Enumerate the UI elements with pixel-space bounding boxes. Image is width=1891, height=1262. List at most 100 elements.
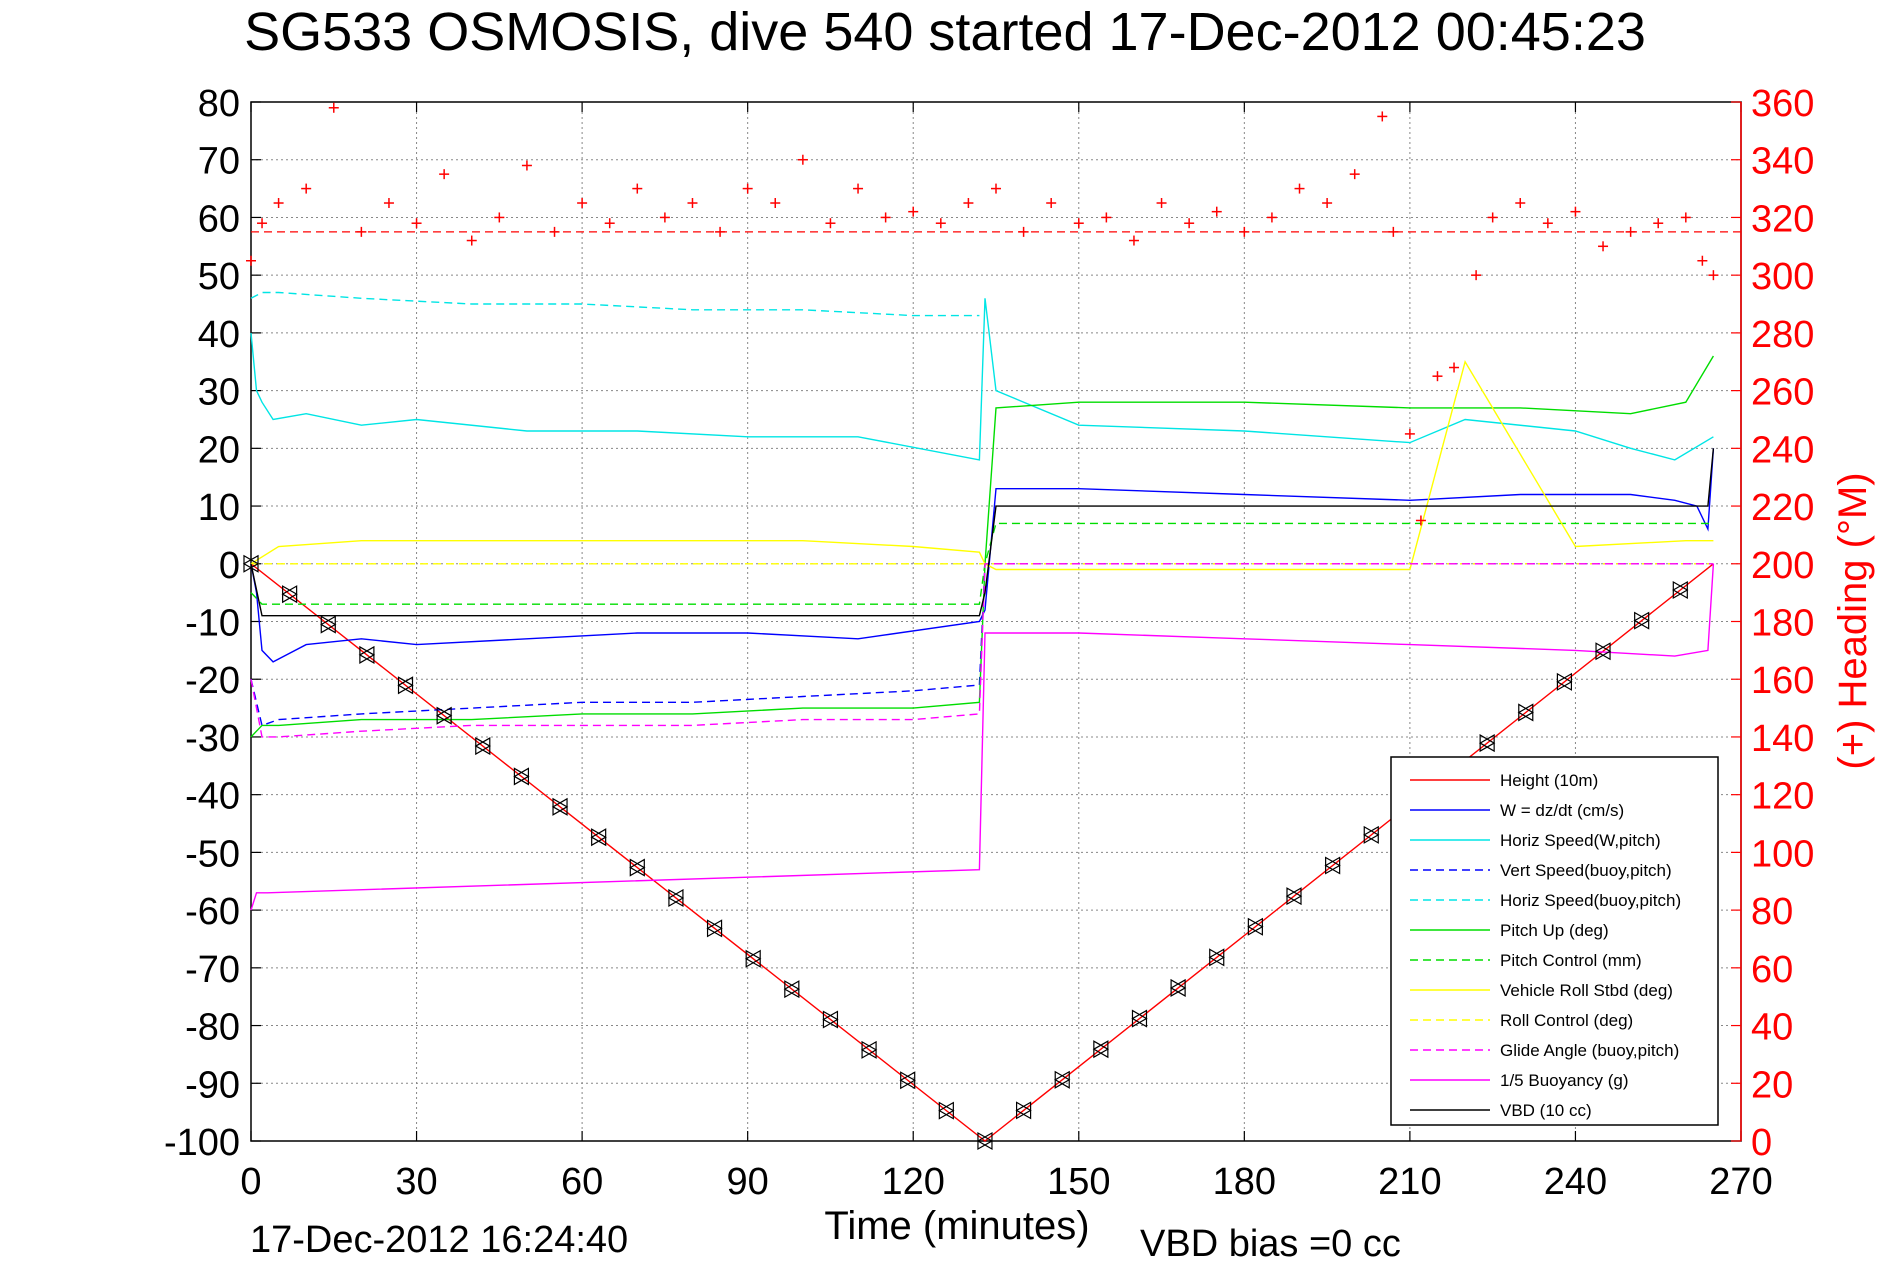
heading-marker <box>604 218 615 229</box>
heading-marker <box>328 102 339 113</box>
height-marker <box>744 949 762 968</box>
x-tick-label: 90 <box>727 1161 769 1203</box>
height-marker <box>1556 672 1573 691</box>
series-line-2 <box>250 298 1714 461</box>
y2-tick-label: 280 <box>1751 314 1814 356</box>
height-marker <box>435 706 453 725</box>
heading-marker <box>383 198 394 209</box>
height-marker <box>551 797 569 816</box>
heading-marker <box>577 198 588 209</box>
y-tick-label: 0 <box>219 545 240 587</box>
heading-marker <box>1211 206 1222 217</box>
heading-marker <box>1073 218 1084 229</box>
x-tick-label: 240 <box>1544 1161 1607 1203</box>
heading-marker <box>1487 212 1498 223</box>
y2-tick-label: 220 <box>1751 487 1814 529</box>
x-tick-label: 210 <box>1378 1161 1441 1203</box>
y2-tick-label: 340 <box>1751 141 1814 183</box>
heading-marker <box>1322 198 1333 209</box>
y-tick-label: -10 <box>185 603 240 645</box>
heading-marker <box>797 154 808 165</box>
height-marker <box>1285 887 1303 906</box>
height-marker <box>1208 948 1225 967</box>
height-marker <box>1324 856 1341 875</box>
series-line-10 <box>250 563 1715 911</box>
series-line-9 <box>250 563 1714 738</box>
heading-marker <box>356 226 367 237</box>
height-marker <box>320 615 337 634</box>
heading-marker <box>494 212 505 223</box>
heading-marker <box>257 218 268 229</box>
heading-marker <box>549 226 560 237</box>
y-tick-label: -90 <box>185 1064 240 1106</box>
heading-marker <box>770 198 781 209</box>
height-marker <box>358 645 376 664</box>
y-tick-label: 30 <box>198 372 240 414</box>
legend-label: Pitch Control (mm) <box>1500 951 1642 970</box>
heading-marker <box>880 212 891 223</box>
heading-marker <box>1018 226 1029 237</box>
height-marker <box>899 1071 916 1090</box>
heading-marker <box>1625 226 1636 237</box>
series-line-1 <box>250 448 1715 663</box>
y-tick-label: -70 <box>185 949 240 991</box>
y2-tick-label: 60 <box>1751 949 1793 991</box>
height-marker <box>822 1010 839 1029</box>
footer-vbd-bias: VBD bias =0 cc <box>1140 1223 1401 1262</box>
y2-tick-label: 360 <box>1751 83 1814 125</box>
heading-marker <box>991 183 1001 194</box>
legend-label: 1/5 Buoyancy (g) <box>1500 1071 1629 1090</box>
height-marker <box>976 1131 994 1151</box>
plot-area <box>242 101 1742 1151</box>
heading-marker <box>632 183 643 194</box>
legend-label: Vehicle Roll Stbd (deg) <box>1500 981 1673 1000</box>
y-tick-label: -80 <box>185 1007 240 1049</box>
x-tick-label: 0 <box>240 1161 261 1203</box>
y2-tick-label: 100 <box>1751 833 1814 875</box>
height-marker <box>1169 978 1187 997</box>
footer-date: 17-Dec-2012 16:24:40 <box>250 1219 628 1261</box>
height-markers <box>242 554 1689 1151</box>
y2-tick-label: 40 <box>1751 1007 1793 1049</box>
legend-label: Height (10m) <box>1500 771 1598 790</box>
y-tick-label: -50 <box>185 833 240 875</box>
height-marker <box>1363 825 1380 844</box>
heading-marker <box>742 183 753 194</box>
heading-marker <box>1697 255 1708 266</box>
height-marker <box>1594 642 1612 661</box>
legend-label: Horiz Speed(buoy,pitch) <box>1500 891 1681 910</box>
y2-tick-label: 200 <box>1751 545 1814 587</box>
x-axis-label: Time (minutes) <box>824 1204 1089 1248</box>
legend-label: VBD (10 cc) <box>1500 1101 1592 1120</box>
heading-marker <box>1471 270 1482 281</box>
heading-marker <box>411 218 422 229</box>
heading-marker <box>1653 218 1664 229</box>
y2-tick-label: 300 <box>1751 256 1814 298</box>
heading-marker <box>1388 226 1399 237</box>
heading-marker <box>1404 428 1415 439</box>
x-tick-label: 120 <box>882 1161 945 1203</box>
heading-marker <box>1515 198 1526 209</box>
heading-marker <box>1046 198 1057 209</box>
x-tick-label: 150 <box>1047 1161 1110 1203</box>
height-marker <box>938 1101 955 1120</box>
height-marker <box>513 767 530 786</box>
x-tick-label: 30 <box>395 1161 437 1203</box>
y-tick-label: -30 <box>185 718 240 760</box>
series-line-5 <box>250 355 1715 738</box>
y-tick-label: 80 <box>198 83 240 125</box>
heading-marker <box>1184 218 1195 229</box>
legend-box <box>1390 756 1719 1126</box>
y-axis-left-tick-labels: 80 70 60 50 40 30 20 10 0 -10 -20 -30 -40 -50 -60 -70 -8… <box>164 83 240 1164</box>
heading-marker <box>935 218 946 229</box>
chart-title: SG533 OSMOSIS, dive 540 started 17-Dec-2… <box>244 2 1646 62</box>
y-tick-label: -40 <box>185 776 240 818</box>
heading-marker <box>1449 362 1460 373</box>
heading-marker <box>246 255 256 266</box>
y2-tick-label: 260 <box>1751 372 1814 414</box>
x-tick-label: 180 <box>1213 1161 1276 1203</box>
y-tick-label: -60 <box>185 891 240 933</box>
y-tick-label: -100 <box>164 1122 240 1164</box>
legend: Height (10m) W = dz/dt (cm/s) Horiz Speed(… <box>1390 756 1719 1126</box>
